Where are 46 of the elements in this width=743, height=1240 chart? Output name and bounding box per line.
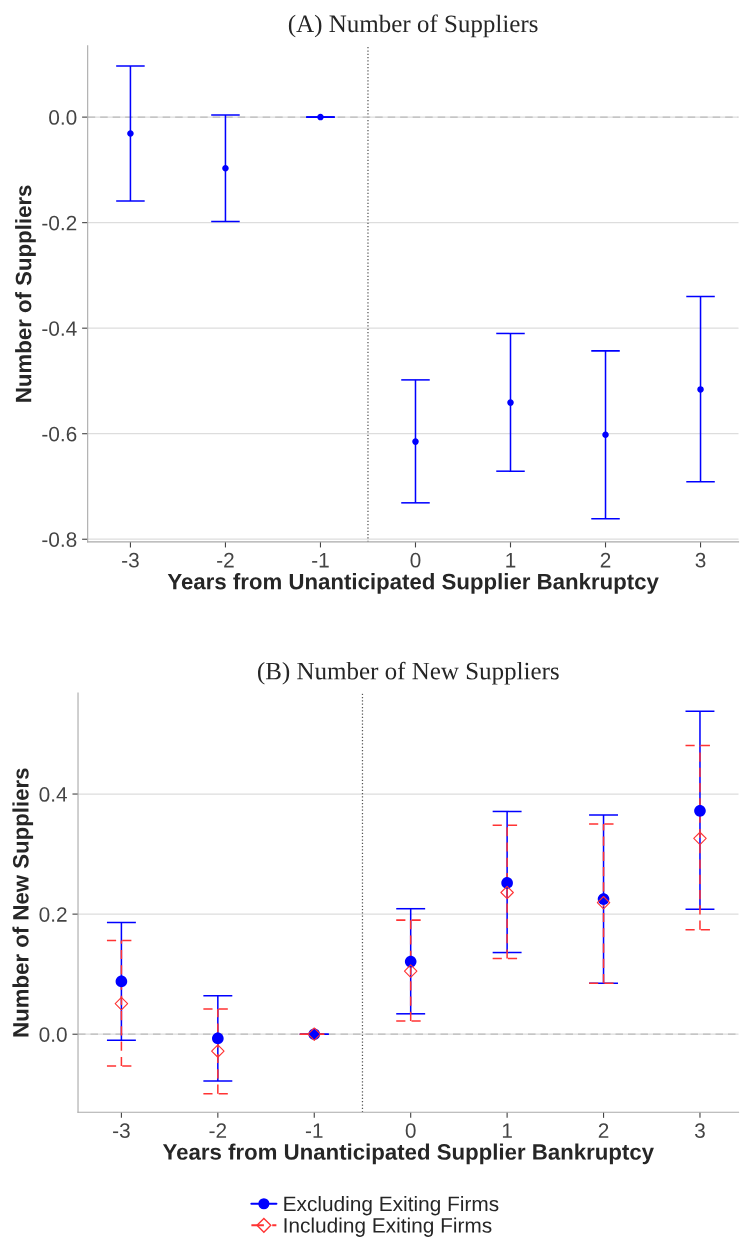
x-tick-label: 3 — [695, 552, 706, 568]
point — [694, 805, 706, 817]
point — [693, 831, 707, 846]
y-tick-label: 0.2 — [39, 907, 67, 922]
x-tick-label: 3 — [694, 1123, 705, 1138]
point — [115, 975, 128, 988]
x-tick-label: 1 — [506, 553, 516, 568]
point — [412, 438, 419, 445]
x-tick-label: -1 — [312, 553, 329, 568]
x-tick-label: -2 — [209, 1123, 227, 1138]
y-tick-label: -0.4 — [42, 321, 77, 336]
chart-title: (A) Number of Suppliers — [288, 14, 538, 38]
x-tick-label: -3 — [113, 1123, 130, 1138]
x-tick-label: 2 — [598, 1123, 609, 1138]
point — [114, 996, 129, 1011]
legend-label: Excluding Exiting Firms — [284, 1195, 499, 1216]
y-tick-label: 0.0 — [49, 110, 77, 125]
point — [403, 964, 418, 978]
x-tick-label: -2 — [217, 552, 234, 568]
y-tick-label: 0.0 — [39, 1027, 67, 1042]
x-axis-title: Years from Unanticipated Supplier Bankruptcy — [162, 1143, 654, 1165]
point — [212, 1032, 224, 1045]
x-tick-label: -3 — [122, 552, 139, 568]
point — [211, 1044, 225, 1058]
x-tick-label: 2 — [600, 552, 611, 568]
point — [596, 895, 611, 910]
y-tick-label: 0.4 — [39, 787, 67, 802]
y-tick-label: -0.2 — [42, 215, 77, 231]
point — [697, 386, 704, 393]
y-tick-label: -0.6 — [42, 426, 77, 442]
legend-label: Including Exiting Firms — [284, 1217, 492, 1237]
y-tick-label: -0.8 — [42, 532, 77, 547]
x-tick-label: 0 — [405, 1123, 416, 1138]
point — [507, 399, 514, 406]
y-axis-title: Number of New Suppliers — [12, 768, 34, 1037]
point — [127, 130, 134, 137]
point — [222, 165, 229, 172]
chart-title: (B) Number of New Suppliers — [258, 661, 559, 685]
x-tick-label: -1 — [305, 1123, 323, 1138]
point — [500, 885, 514, 900]
x-axis-title: Years from Unanticipated Supplier Bankruptcy — [167, 573, 659, 594]
x-tick-label: 0 — [410, 552, 421, 568]
point — [602, 431, 609, 439]
point — [501, 877, 513, 889]
x-tick-label: 1 — [502, 1123, 512, 1138]
y-axis-title: Number of Suppliers — [15, 185, 36, 402]
